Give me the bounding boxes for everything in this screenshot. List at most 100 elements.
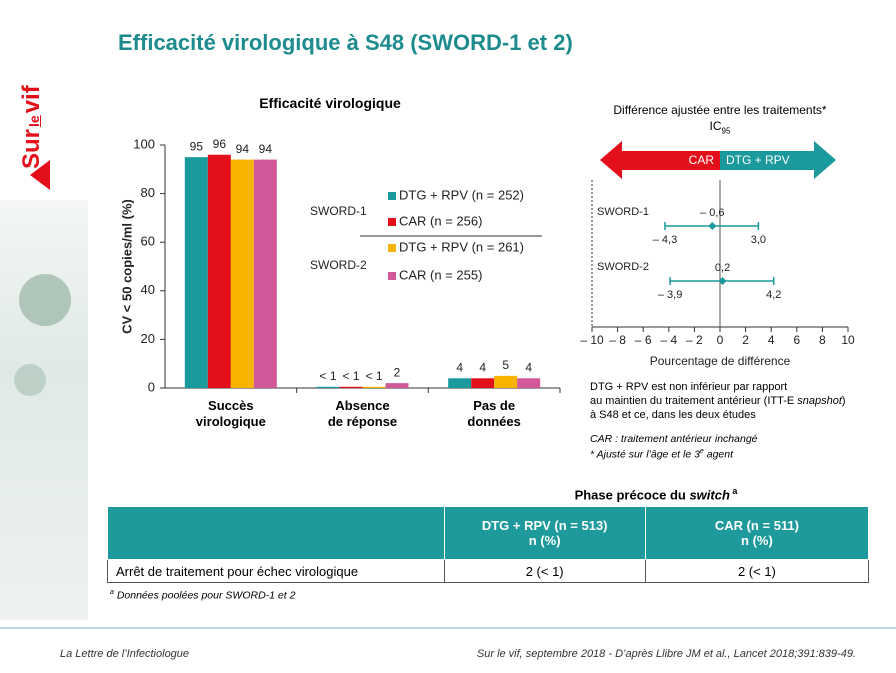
logo-text: Sur: [18, 128, 45, 169]
logo-text: le: [26, 115, 42, 127]
legend-label: DTG + RPV (n = 261): [399, 239, 524, 254]
lower-label: – 4,3: [653, 234, 677, 246]
x-axis-label: Pourcentage de différence: [650, 354, 791, 368]
value-label: 94: [236, 142, 250, 156]
table-footnote: a Données poolées pour SWORD-1 et 2: [110, 589, 295, 602]
footnote-part: * Ajusté sur l’âge et le 3: [590, 448, 700, 461]
upper-label: 4,2: [766, 289, 781, 301]
chart-subtitle: IC: [709, 119, 722, 133]
legend-swatch: [388, 192, 396, 200]
virus-icon: [19, 274, 71, 326]
footnote: * Ajusté sur l’âge et le 3e agent: [590, 448, 733, 461]
footer-left: La Lettre de l’Infectiologue: [60, 648, 190, 660]
y-tick-label: 100: [133, 136, 155, 151]
x-tick-label: Succès virologique: [195, 398, 266, 429]
x-tick-label: 10: [841, 333, 855, 347]
cell: 2 (< 1): [443, 559, 646, 583]
value-label: 4: [479, 360, 486, 374]
legend-label: DTG + RPV (n = 252): [399, 187, 524, 202]
bar: [253, 159, 277, 388]
legend-group: SWORD-2: [310, 258, 367, 272]
y-tick-label: 40: [141, 282, 155, 297]
x-tick-label: – 6: [635, 333, 652, 347]
y-axis-label: CV < 50 copies/ml (%): [119, 199, 134, 334]
cell: 2 (< 1): [644, 559, 870, 583]
bar: [230, 159, 254, 388]
note-part: snapshot: [797, 395, 842, 407]
virus-icon: [14, 364, 46, 396]
x-tick-label: – 8: [609, 333, 626, 347]
value-label: 2: [394, 365, 401, 379]
legend-group: SWORD-1: [310, 204, 367, 218]
x-tick-label: – 2: [686, 333, 703, 347]
value-label: 95: [190, 139, 204, 153]
value-label: 94: [259, 142, 273, 156]
y-tick-label: 20: [141, 331, 155, 346]
chart-title: Différence ajustée entre les traitements…: [613, 103, 827, 117]
row-label: SWORD-2: [597, 261, 649, 273]
bar: [339, 386, 363, 388]
bar: [471, 378, 495, 388]
value-label: < 1: [319, 369, 336, 383]
y-tick-label: 60: [141, 234, 155, 249]
legend-label: CAR (n = 256): [399, 213, 482, 228]
cell: Arrêt de traitement pour échec virologiq…: [107, 559, 445, 583]
table-title-part: a: [729, 486, 738, 496]
x-tick-label: 4: [768, 333, 775, 347]
chart-title: Différence ajustée entre les traitements…: [560, 102, 880, 139]
footnote-part: e: [699, 448, 704, 455]
chart-subtitle-sub: 95: [721, 126, 731, 136]
value-label: < 1: [365, 369, 382, 383]
value-label: 4: [525, 360, 532, 374]
x-tick-label: Absence de réponse: [327, 398, 398, 429]
value-label: < 1: [342, 369, 359, 383]
y-tick-label: 0: [148, 379, 155, 394]
x-tick-label: 6: [793, 333, 800, 347]
table: DTG + RPV (n = 513) n (%) CAR (n = 511) n…: [107, 506, 870, 583]
bar: [385, 383, 409, 388]
header-cell: [107, 506, 445, 560]
arrow: [600, 141, 720, 179]
table-title-part: switch: [689, 487, 730, 503]
slide-title: Efficacité virologique à S48 (SWORD-1 et…: [118, 30, 573, 55]
x-tick-label: – 10: [580, 333, 604, 347]
value-label: 4: [456, 360, 463, 374]
arrow-label: CAR: [689, 153, 715, 167]
table-footnote-part: a: [110, 589, 114, 596]
value-label: 5: [502, 358, 509, 372]
x-tick-label: 2: [742, 333, 749, 347]
note-part: DTG + RPV est non inférieur par rapport …: [590, 381, 795, 407]
footer-right: Sur le vif, septembre 2018 - D’après Lli…: [476, 648, 856, 660]
header-cell: DTG + RPV (n = 513) n (%): [443, 506, 646, 560]
upper-label: 3,0: [751, 234, 766, 246]
note-part: ) à S48 et ce, dans les deux études: [590, 395, 846, 421]
side-image: [0, 200, 88, 620]
legend-swatch: [388, 218, 396, 226]
arrow: [720, 141, 836, 179]
value-label: 96: [213, 137, 227, 151]
x-tick-label: 8: [819, 333, 826, 347]
estimate: [718, 277, 727, 285]
logo: Surlevif: [18, 49, 46, 169]
logo-text: vif: [18, 85, 45, 114]
row-label: SWORD-1: [597, 206, 649, 218]
x-tick-label: 0: [717, 333, 724, 347]
legend-label: CAR (n = 255): [399, 267, 482, 282]
bar: [362, 386, 386, 388]
bar: [494, 375, 518, 388]
header-cell: CAR (n = 511) n (%): [644, 506, 870, 560]
footnote-part: agent: [703, 448, 734, 461]
table-footnote-part: Données poolées pour SWORD-1 et 2: [113, 589, 296, 602]
y-tick-label: 80: [141, 185, 155, 200]
legend-swatch: [388, 272, 396, 280]
x-tick-label: – 4: [660, 333, 677, 347]
value-label: – 0,6: [700, 207, 724, 219]
abbrev: CAR : traitement antérieur inchangé: [590, 433, 758, 445]
chart-title: Efficacité virologique: [259, 95, 401, 111]
logo-arrow: [30, 160, 50, 190]
bar: [184, 157, 208, 388]
estimate: [708, 222, 717, 230]
table-title-part: Phase précoce du: [574, 487, 690, 503]
bar: [316, 386, 340, 388]
